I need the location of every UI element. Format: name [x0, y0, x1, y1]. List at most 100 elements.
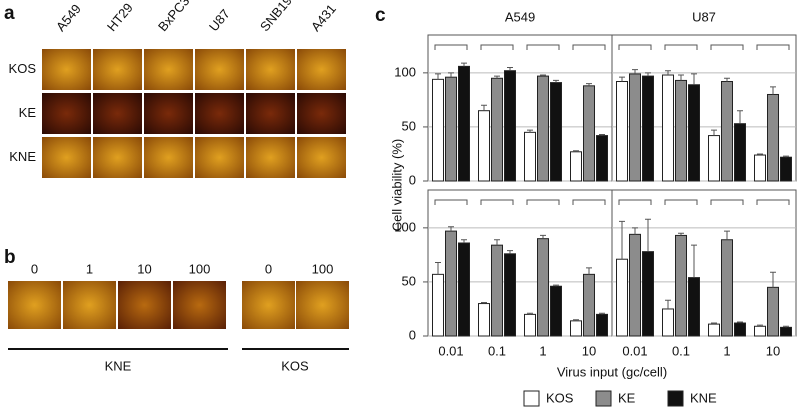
- micrograph: [144, 49, 193, 90]
- micrograph: [42, 137, 91, 178]
- bar: [662, 74, 674, 182]
- micrograph: [144, 137, 193, 178]
- dose-label: 10: [137, 261, 151, 276]
- significance-bracket: [526, 44, 560, 50]
- error-bar: [770, 86, 776, 95]
- bar: [432, 78, 444, 182]
- x-tick-label: 0.01: [438, 343, 463, 358]
- group-label: KOS: [281, 358, 309, 373]
- bar: [596, 135, 608, 182]
- error-bar: [619, 220, 625, 260]
- x-tick-label: 1: [539, 343, 546, 358]
- bar: [734, 123, 746, 182]
- bar: [570, 320, 582, 337]
- error-bar: [711, 129, 717, 136]
- error-bar: [678, 74, 684, 81]
- significance-bracket: [756, 199, 790, 205]
- legend-swatch: [523, 390, 540, 407]
- bar: [734, 322, 746, 337]
- error-bar: [507, 66, 513, 71]
- error-bar: [448, 72, 454, 78]
- bar: [780, 326, 792, 337]
- legend-label: KE: [618, 390, 636, 405]
- micrograph: [195, 49, 244, 90]
- bar: [642, 75, 654, 182]
- error-bar: [757, 324, 763, 327]
- panel-label: a: [4, 3, 15, 24]
- error-bar: [448, 226, 454, 232]
- micrograph: [144, 93, 193, 134]
- error-bar: [553, 284, 559, 287]
- bar: [642, 251, 654, 337]
- row-label: KNE: [9, 149, 36, 164]
- bar: [524, 131, 536, 182]
- legend-label: KOS: [546, 390, 574, 405]
- row-label: KOS: [9, 61, 37, 76]
- bar: [491, 77, 503, 182]
- bar: [688, 277, 700, 337]
- column-label: BxPC3: [155, 0, 193, 34]
- bar: [708, 135, 720, 182]
- micrograph: [118, 281, 171, 329]
- x-tick-label: 0.1: [488, 343, 506, 358]
- column-label: U87: [206, 6, 233, 34]
- micrograph: [42, 93, 91, 134]
- column-label: SNB19: [257, 0, 295, 34]
- bar: [767, 93, 779, 182]
- significance-bracket: [526, 199, 560, 205]
- micrograph: [297, 49, 346, 90]
- x-tick-label: 0.01: [622, 343, 647, 358]
- bar: [583, 273, 595, 337]
- error-bar: [691, 73, 697, 85]
- bar: [537, 75, 549, 182]
- micrograph: [246, 49, 295, 90]
- error-bar: [494, 239, 500, 246]
- micrograph: [173, 281, 226, 329]
- y-tick-label: 100: [394, 64, 416, 79]
- error-bar: [573, 150, 579, 152]
- bar: [570, 151, 582, 182]
- error-bar: [691, 244, 697, 278]
- bar: [688, 84, 700, 182]
- micrograph: [42, 49, 91, 90]
- legend-swatch: [595, 390, 612, 407]
- error-bar: [481, 104, 487, 111]
- error-bar: [540, 234, 546, 239]
- error-bar: [678, 232, 684, 236]
- bar: [629, 73, 641, 182]
- micrograph: [93, 137, 142, 178]
- significance-bracket: [480, 44, 514, 50]
- column-label: HT29: [104, 0, 136, 34]
- dose-label: 0: [31, 261, 38, 276]
- bar: [708, 323, 720, 337]
- bar: [550, 82, 562, 182]
- bar: [550, 285, 562, 337]
- micrograph: [246, 137, 295, 178]
- micrograph: [242, 281, 295, 329]
- bar: [629, 233, 641, 337]
- significance-bracket: [664, 199, 698, 205]
- error-bar: [540, 74, 546, 77]
- bar: [458, 242, 470, 337]
- micrograph: [246, 93, 295, 134]
- error-bar: [573, 319, 579, 321]
- significance-bracket: [710, 199, 744, 205]
- group-label: KNE: [105, 358, 132, 373]
- error-bar: [507, 250, 513, 254]
- bar: [491, 244, 503, 337]
- error-bar: [724, 77, 730, 82]
- error-bar: [632, 227, 638, 235]
- bar: [504, 253, 516, 337]
- bar: [721, 81, 733, 182]
- bar: [596, 313, 608, 337]
- y-tick-label: 50: [402, 118, 416, 133]
- micrograph: [297, 93, 346, 134]
- bar: [754, 325, 766, 337]
- error-bar: [724, 230, 730, 240]
- y-tick-label: 0: [409, 172, 416, 187]
- significance-bracket: [434, 199, 468, 205]
- micrograph: [296, 281, 349, 329]
- micrograph: [8, 281, 61, 329]
- error-bar: [619, 76, 625, 82]
